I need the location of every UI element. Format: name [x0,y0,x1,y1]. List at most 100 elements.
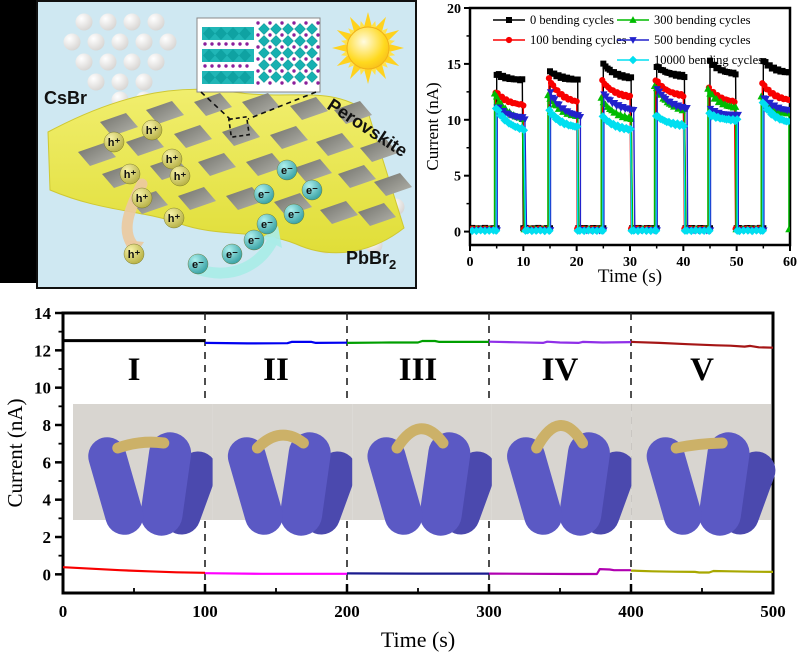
electron-carrier: e⁻ [243,229,265,251]
data-marker [677,119,686,129]
data-marker [613,121,622,130]
electron-carrier: e⁻ [253,183,275,205]
electron-carrier-label: e⁻ [192,259,204,271]
electrode [360,139,398,162]
y-tick-label: 0 [454,226,461,241]
hole-carrier-label: h⁺ [124,169,137,181]
electrode [270,126,308,149]
electron-carrier: e⁻ [276,159,298,181]
molecule-sphere [135,33,153,51]
flexible-device-film [391,423,449,454]
electrode-array [78,93,412,226]
x-tick-label: 20 [570,255,584,270]
data-marker [705,226,714,235]
electron-carrier: e⁻ [256,213,278,235]
hole-carrier-label: h⁺ [168,213,181,225]
data-marker [683,105,691,112]
y-tick-label: 10 [34,379,51,398]
y-axis-label: Current (nA) [425,82,442,170]
hole-carrier: h⁺ [103,131,125,153]
data-marker [555,101,563,109]
data-marker [492,92,501,100]
glove-thumb [88,437,144,535]
segment-III: III [346,339,489,575]
y-axis-ticks: 0 2 4 6 8 10 12 14 [34,304,63,584]
electrode [358,203,396,226]
molecule-sphere [147,13,165,31]
legend: 0 bending cycles 100 bending cycles 300 be… [493,13,763,67]
legend-label: 10000 bending cycles [654,53,763,67]
data-marker [707,57,713,64]
molecule-sphere [87,33,105,51]
electrode [100,113,138,136]
electrode [198,153,236,176]
legend-entry-300-bending-cycles: 300 bending cycles [617,13,751,27]
glove-finger [419,432,471,536]
molecule-sphere [135,73,153,91]
data-marker [691,226,700,235]
legend-entry-500-bending-cycles: 500 bending cycles [617,33,751,47]
data-marker [785,106,790,114]
flexible-device-film [251,429,309,454]
legend-label: 300 bending cycles [654,13,751,27]
data-marker [574,76,581,83]
data-marker [506,17,512,23]
glove-finger [140,432,192,536]
hole-carrier: h⁺ [119,163,141,185]
data-marker [629,37,637,44]
electrode [338,165,376,188]
x-tick-label: 100 [192,602,218,621]
data-marker [630,106,638,114]
molecule-sphere [75,13,93,31]
data-marker [626,92,634,99]
segment-II-dark-line [204,572,347,575]
segment-label-II: II [263,352,289,388]
legend-label: 0 bending cycles [530,13,614,27]
electron-carrier-label: e⁻ [288,209,300,221]
x-tick-label: 60 [783,255,797,270]
data-marker [784,117,790,126]
crystal-structure-inset [196,17,321,93]
segment-II-light-line [204,340,348,345]
segment-label-V: V [690,352,714,388]
black-border-strip [0,0,36,283]
electron-carrier-label: e⁻ [248,235,260,247]
data-marker [786,97,790,104]
x-tick-label: 30 [623,255,637,270]
data-marker [762,59,769,66]
data-marker [520,102,527,109]
molecule-sphere [123,13,141,31]
bending-photo-1 [73,404,218,536]
electron-carrier: e⁻ [187,253,209,275]
x-tick-label: 50 [730,255,744,270]
molecule-sphere [111,33,129,51]
data-marker [731,103,740,110]
flexible-device-film [670,437,728,454]
electron-carrier-label: e⁻ [306,185,318,197]
data-marker [502,116,511,126]
segment-I-dark-line [62,566,206,574]
hole-carrier-label: h⁺ [174,171,187,183]
electrode [246,153,284,176]
data-marker [711,61,718,68]
electrode [174,125,212,148]
glove-thumb [367,437,423,535]
data-marker [498,112,507,121]
data-marker [762,96,770,103]
electron-arrowhead [262,226,282,248]
schematic-artwork: h⁺h⁺h⁺h⁺h⁺h⁺h⁺h⁺e⁻e⁻e⁻e⁻e⁻e⁻e⁻e⁻ [47,12,412,279]
segment-label-I: I [128,352,141,388]
bending-stability-chart: 0 100 200 300 400 500 0 2 4 6 8 10 12 14 Time (s) Curre… [3,304,786,652]
data-marker [549,110,558,120]
x-tick-label: 300 [476,602,502,621]
molecule-sphere [123,53,141,71]
segment-IV-dark-line [488,568,631,576]
hole-carrier-label: h⁺ [128,249,141,261]
hole-carrier: h⁺ [163,207,185,229]
electrode [178,187,216,210]
segment-V-dark-line [630,569,774,574]
x-axis-ticks: 0 100 200 300 400 500 [59,584,786,621]
data-marker [545,226,554,235]
data-marker [573,98,580,105]
data-marker [633,226,643,236]
